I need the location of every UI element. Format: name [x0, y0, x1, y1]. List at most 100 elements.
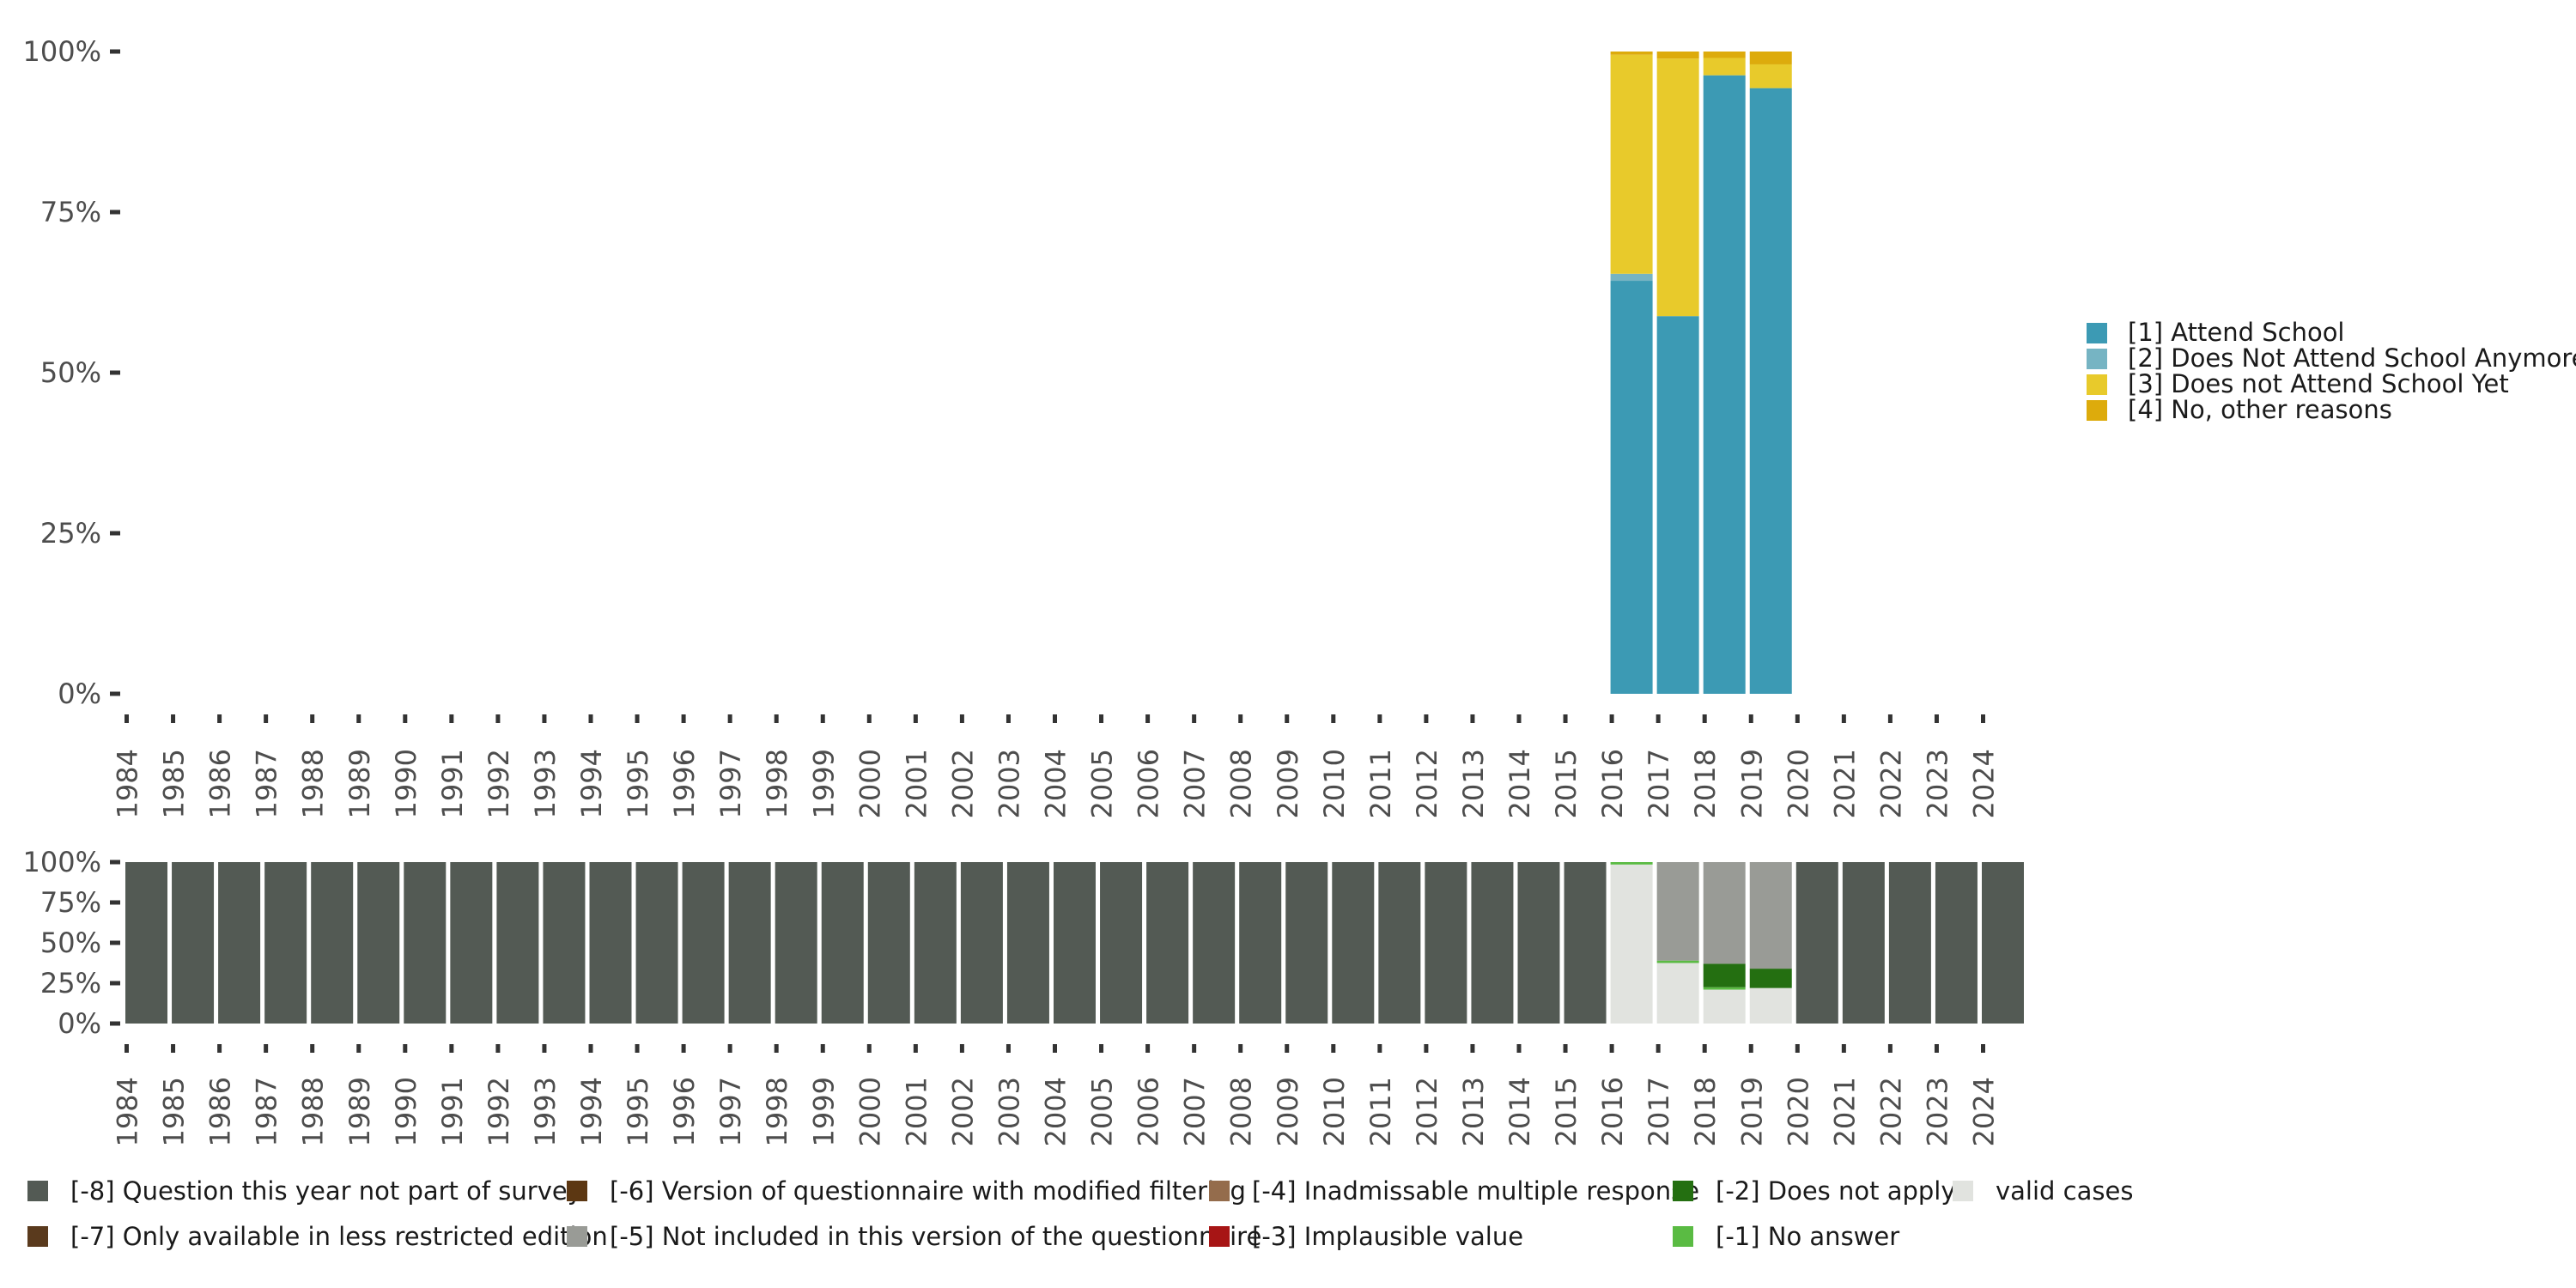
- bottom-bar-segment: [682, 862, 725, 1024]
- legend-swatch: [2087, 349, 2107, 369]
- legend-swatch: [2087, 400, 2107, 421]
- top-x-tick-label: 2016: [1596, 749, 1629, 818]
- top-x-tick-label: 2007: [1179, 749, 1212, 818]
- bottom-bar-segment: [1471, 862, 1514, 1024]
- bottom-bar-segment: [1703, 862, 1746, 964]
- top-x-tick-label: 1993: [529, 749, 562, 818]
- bottom-x-tick-label: 2000: [854, 1077, 886, 1146]
- bottom-x-tick-label: 2022: [1874, 1077, 1907, 1146]
- top-bar-segment: [1656, 316, 1699, 694]
- bottom-bar-segment: [1888, 862, 1931, 1024]
- bottom-bar-segment: [1285, 862, 1328, 1024]
- bottom-bar-segment: [1703, 989, 1746, 1024]
- legend-label: [1] Attend School: [2128, 318, 2345, 347]
- bottom-bar-segment: [1656, 862, 1699, 961]
- top-bar-segment: [1610, 281, 1653, 694]
- legend-swatch: [567, 1181, 587, 1201]
- top-x-tick-label: 2003: [993, 749, 1025, 818]
- bottom-bar-segment: [589, 862, 632, 1024]
- bottom-x-tick-label: 1988: [297, 1077, 330, 1146]
- top-x-tick-label: 1987: [251, 749, 283, 818]
- top-x-tick-label: 1997: [714, 749, 747, 818]
- bottom-x-tick-label: 2015: [1550, 1077, 1583, 1146]
- top-bar-segment: [1656, 52, 1699, 59]
- top-x-tick-label: 2009: [1272, 749, 1304, 818]
- legend-label: valid cases: [1996, 1176, 2133, 1206]
- top-x-tick-label: 2017: [1643, 749, 1675, 818]
- bottom-bar-segment: [1378, 862, 1421, 1024]
- bottom-x-tick-label: 1984: [112, 1077, 144, 1146]
- bottom-bar-segment: [1332, 862, 1375, 1024]
- bottom-x-tick-label: 2019: [1735, 1077, 1768, 1146]
- legend-label: [-7] Only available in less restricted e…: [70, 1222, 608, 1251]
- top-y-tick-label: 75%: [40, 196, 101, 228]
- bottom-bar-segment: [728, 862, 771, 1024]
- top-x-tick-label: 1985: [158, 749, 191, 818]
- bottom-bar-segment: [1656, 963, 1699, 1024]
- top-x-tick-label: 1995: [622, 749, 654, 818]
- bottom-x-tick-label: 1990: [390, 1077, 422, 1146]
- legend-swatch: [2087, 374, 2107, 395]
- top-chart: 0% 25% 50% 75% 100% 1984 1985 1986 1987 1988 1989 1…: [23, 35, 2001, 818]
- bottom-x-tick-label: 1993: [529, 1077, 562, 1146]
- top-bar-segment: [1749, 88, 1792, 695]
- bottom-bar-segment: [1935, 862, 1978, 1024]
- top-bar-segment: [1749, 52, 1792, 64]
- bottom-x-tick-label: 1991: [436, 1077, 469, 1146]
- bottom-x-tick-label: 2023: [1921, 1077, 1953, 1146]
- legend-label: [3] Does not Attend School Yet: [2128, 369, 2509, 398]
- bottom-x-tick-label: 1987: [251, 1077, 283, 1146]
- bottom-x-tick-label: 2001: [900, 1077, 933, 1146]
- top-x-tick-label: 2005: [1086, 749, 1119, 818]
- legend-swatch: [567, 1226, 587, 1247]
- bottom-bar-segment: [914, 862, 957, 1024]
- top-x-tick-label: 1989: [343, 749, 376, 818]
- bottom-x-tick-label: 2021: [1828, 1077, 1861, 1146]
- top-x-tick-label: 2022: [1874, 749, 1907, 818]
- bottom-x-tick-label: 1985: [158, 1077, 191, 1146]
- bottom-bar-segment: [1239, 862, 1282, 1024]
- legend-label: [-3] Implausible value: [1252, 1222, 1523, 1251]
- bottom-bar-segment: [821, 862, 864, 1024]
- top-x-tick-label: 2010: [1318, 749, 1351, 818]
- top-x-tick-label: 1998: [761, 749, 793, 818]
- bottom-bar-segment: [1842, 862, 1885, 1024]
- bottom-y-tick-label: 75%: [40, 886, 101, 919]
- bottom-chart: 0% 25% 50% 75% 100% 1984 1985 1986 1987 1988 1989 1…: [23, 846, 2024, 1146]
- legend-swatch: [1953, 1181, 1973, 1201]
- bottom-bar-segment: [867, 862, 910, 1024]
- legend-label: [4] No, other reasons: [2128, 395, 2392, 424]
- bottom-x-tick-label: 2024: [1968, 1077, 2001, 1146]
- bottom-y-tick-label: 50%: [40, 927, 101, 959]
- legend-swatch: [1673, 1226, 1693, 1247]
- bottom-bar-segment: [1054, 862, 1096, 1024]
- bottom-bar-segment: [1795, 862, 1838, 1024]
- bottom-x-tick-label: 2009: [1272, 1077, 1304, 1146]
- bottom-x-tick-label: 2013: [1457, 1077, 1490, 1146]
- bottom-bar-segment: [125, 862, 167, 1024]
- legend-label: [-5] Not included in this version of the…: [610, 1222, 1261, 1251]
- top-x-tick-label: 2012: [1411, 749, 1443, 818]
- bottom-y-tick-label: 100%: [23, 846, 101, 878]
- bottom-bar-segment: [1100, 862, 1143, 1024]
- bottom-bar-segment: [1703, 987, 1746, 990]
- top-x-tick-label: 1996: [668, 749, 701, 818]
- bottom-bar-segment: [543, 862, 586, 1024]
- bottom-bar-segment: [404, 862, 447, 1024]
- bottom-bar-segment: [1193, 862, 1236, 1024]
- top-bar-segment: [1749, 64, 1792, 88]
- top-x-tick-label: 2001: [900, 749, 933, 818]
- top-x-tick-label: 1984: [112, 749, 144, 818]
- bottom-bar-segment: [1006, 862, 1049, 1024]
- legend-label: [-1] No answer: [1716, 1222, 1899, 1251]
- bottom-x-tick-label: 2016: [1596, 1077, 1629, 1146]
- top-x-tick-label: 2000: [854, 749, 886, 818]
- top-bar-segment: [1610, 273, 1653, 282]
- bottom-bar-segment: [1656, 960, 1699, 963]
- bottom-bar-segment: [635, 862, 678, 1024]
- bottom-bar-segment: [960, 862, 1003, 1024]
- top-y-tick-label: 50%: [40, 356, 101, 389]
- bottom-x-tick-label: 2010: [1318, 1077, 1351, 1146]
- bottom-y-tick-label: 0%: [58, 1007, 101, 1040]
- bottom-x-tick-label: 1996: [668, 1077, 701, 1146]
